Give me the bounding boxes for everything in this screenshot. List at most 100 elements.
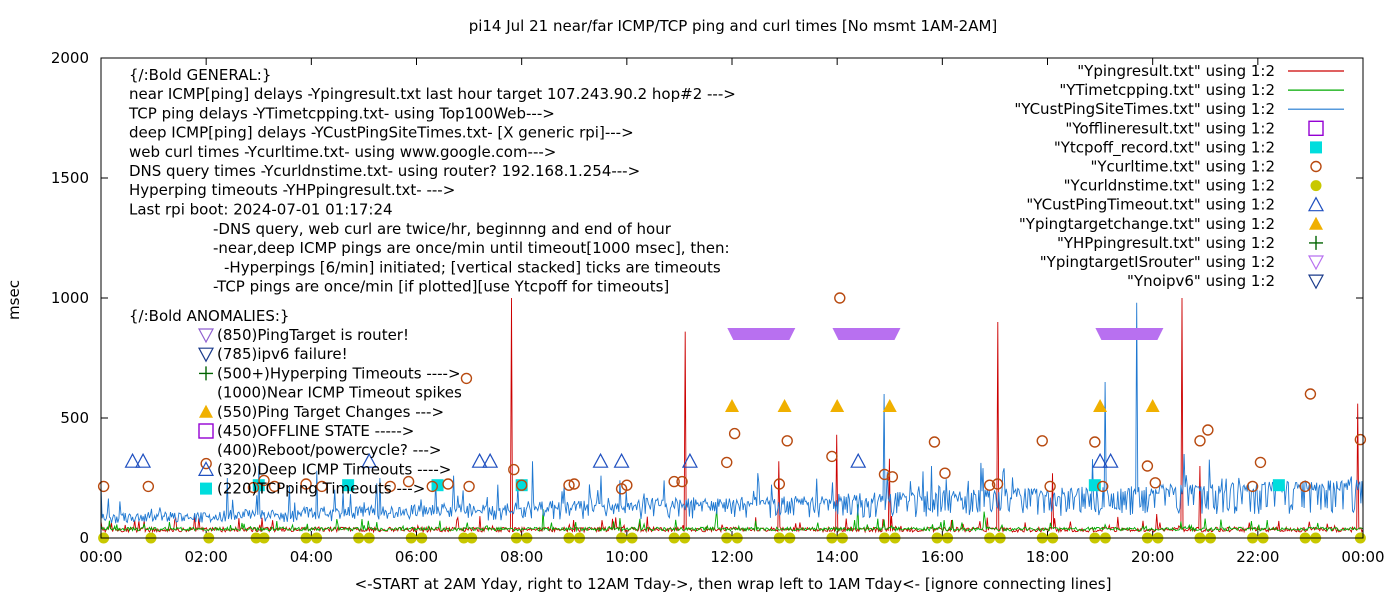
legend-label: "Ypingresult.txt" using 1:2 [1077,62,1275,80]
series-point [316,480,328,493]
series-point [563,479,575,491]
y-tick-label: 2000 [51,49,89,67]
series-point [1141,460,1154,472]
series-point [1092,452,1109,468]
series-point [1354,433,1367,446]
anomaly-marker [199,404,213,418]
series-10 [727,328,1164,340]
series-point [1145,399,1160,412]
x-tick-label: 10:00 [605,548,648,566]
legend-label: "YHPpingresult.txt" using 1:2 [1057,234,1275,252]
series-2 [100,302,1364,524]
series-point [402,475,415,488]
x-tick-label: 04:00 [290,548,333,566]
series-point [1202,424,1214,436]
series-point [200,457,212,470]
legend-swatch [1307,196,1325,212]
x-tick-label: 02:00 [185,548,228,566]
series-point [834,292,846,304]
series-point [515,479,528,492]
plot-frame [100,57,1364,539]
series-point [1304,388,1317,400]
y-tick-label: 500 [60,409,89,427]
annotation-general-line: Last rpi boot: 2024-07-01 01:17:24 [129,200,393,218]
series-5 [97,292,1367,495]
series-8 [725,399,1160,412]
series-point [482,452,499,468]
series-point [781,435,793,447]
series-point [258,474,270,487]
x-tick-label: 00:00 [1341,548,1384,566]
legend-label: "YCustPingSiteTimes.txt" using 1:2 [1014,100,1275,118]
annotation-general-line: Hyperping timeouts -YHPpingresult.txt- -… [129,181,455,199]
series-point [460,372,473,385]
legend-swatch [1308,120,1324,137]
legend-swatch [1310,180,1322,192]
annotation-general-line: TCP ping delays -YTimetcpping.txt- using… [128,104,555,122]
series-point [1149,477,1161,489]
legend-label: "YpingtargetISrouter" using 1:2 [1040,253,1275,271]
series-point [882,399,897,412]
series-point [592,452,609,468]
annotation-note-line: -Hyperpings [6/min] initiated; [vertical… [224,258,721,276]
legend-swatch [1310,141,1322,154]
legend-label: "Ytcpoff_record.txt" using 1:2 [1054,138,1275,157]
anomaly-marker [197,347,215,363]
router-band-mark [727,328,796,340]
series-point [384,480,396,493]
annotation-anomaly-line: (400)Reboot/powercycle? ---> [217,441,441,459]
series-point [124,452,141,468]
series-point [850,452,867,468]
annotation-anomaly-line: (785)ipv6 failure! [217,345,348,363]
series-point [1036,435,1048,447]
series-point [676,475,688,488]
x-tick-label: 14:00 [816,548,859,566]
series-point [725,399,739,412]
legend-label: "Ycurldnstime.txt" using 1:2 [1064,177,1275,195]
series-point [252,479,265,492]
anomaly-marker [197,461,215,476]
series-point [939,467,951,479]
series-point [1044,480,1056,493]
series-line [100,302,1364,524]
series-point [1089,436,1101,448]
anomaly-marker [197,328,215,344]
legend-label: "Ynoipv6" using 1:2 [1127,272,1275,290]
legend-swatch [1309,235,1323,250]
series-point [142,480,155,493]
series-point [515,479,528,491]
series-point [1102,452,1119,468]
legend-label: "Ypingtargetchange.txt" using 1:2 [1019,215,1275,233]
series-point [426,480,438,493]
anomaly-marker [200,482,212,495]
series-point [247,481,260,494]
annotation-note-line: -DNS query, web curl are twice/hr, begin… [213,220,672,238]
series-point [342,479,355,492]
series-point [826,450,838,463]
legend-label: "Yofflineresult.txt" using 1:2 [1065,119,1275,137]
series-point [878,468,891,481]
legend-swatch [1307,255,1325,271]
y-axis-label: msec [5,280,23,320]
series-1 [100,504,1364,533]
series-point [97,480,110,493]
series-point [928,436,941,448]
series-point [1194,435,1206,447]
anomaly-marker [199,366,213,381]
series-7 [124,452,1119,468]
series-point [508,463,520,476]
router-band-mark [832,328,901,340]
series-point [983,479,996,491]
annotation-anomaly-line: (450)OFFLINE STATE -----> [217,422,414,440]
series-point [1097,480,1109,493]
x-tick-label: 20:00 [1131,548,1174,566]
series-point [1272,479,1285,492]
series-point [777,399,792,412]
annotation-note-line: -near,deep ICMP pings are once/min until… [213,239,730,257]
series-line [100,504,1364,533]
series-point [471,452,488,468]
series-point [442,478,454,490]
series-point [1093,399,1108,412]
annotation-general-line: web curl times -Ycurltime.txt- using www… [129,143,556,161]
